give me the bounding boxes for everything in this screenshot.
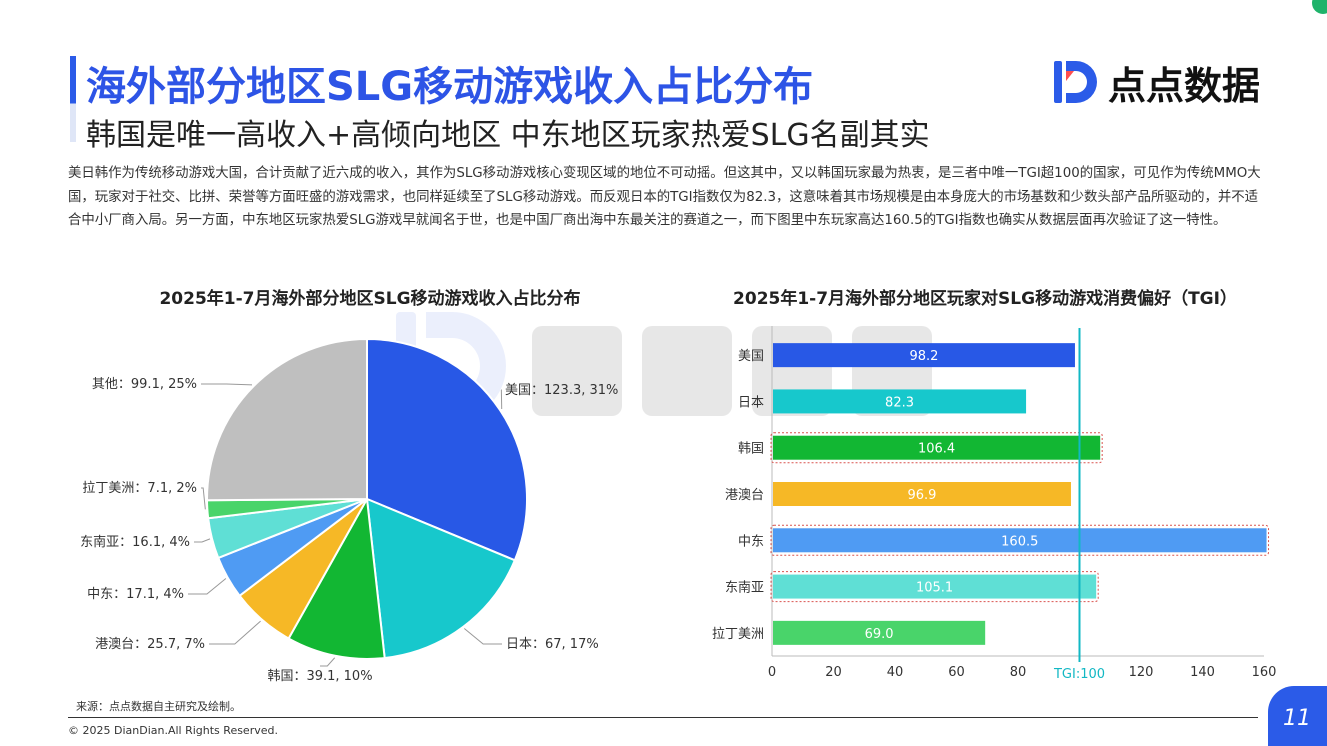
x-tick-label: 20 — [825, 665, 842, 680]
tgi-chart-title: 2025年1-7月海外部分地区玩家对SLG移动游戏消费偏好（TGI） — [733, 289, 1237, 309]
copyright: © 2025 DianDian.All Rights Reserved. — [68, 724, 278, 737]
pie-label-mideast: 中东：17.1, 4% — [87, 587, 184, 602]
pie-label-latam: 拉丁美洲：7.1, 2% — [82, 481, 197, 496]
pie-leader-line — [463, 628, 502, 645]
tgi-category-hmt: 港澳台 — [725, 487, 764, 503]
page-subtitle: 韩国是唯一高收入+高倾向地区 中东地区玩家热爱SLG名副其实 — [86, 118, 930, 153]
logo-text: 点点数据 — [1108, 63, 1261, 108]
pie-leader-line — [201, 487, 206, 510]
page-badge — [1268, 686, 1327, 746]
pie-leader-line — [201, 383, 253, 386]
tgi-value-korea: 106.4 — [918, 442, 955, 457]
pie-leader-line — [500, 389, 503, 410]
tgi-bar-latam — [773, 620, 986, 645]
diandian-logo-icon — [1054, 61, 1097, 103]
page-number: 11 — [1283, 706, 1311, 731]
tgi-category-mideast: 中东 — [738, 534, 764, 549]
x-tick-label: 80 — [1010, 665, 1027, 680]
tgi-value-japan: 82.3 — [885, 395, 914, 410]
tgi-value-usa: 98.2 — [910, 349, 939, 364]
tgi-bar-highlight-mideast — [770, 524, 1270, 556]
tgi-bar-korea — [773, 435, 1101, 460]
tgi-bar-highlight-sea — [770, 571, 1099, 603]
x-tick-label: 60 — [948, 665, 965, 680]
pie-label-sea: 东南亚：16.1, 4% — [80, 534, 190, 550]
tgi-value-latam: 69.0 — [865, 627, 894, 642]
title-accent-bar — [70, 56, 76, 142]
pie-slice-usa — [366, 337, 528, 562]
pie-leader-line — [188, 578, 227, 595]
page-title: 海外部分地区SLG移动游戏收入占比分布 — [86, 64, 814, 110]
x-tick-label: 120 — [1129, 665, 1154, 680]
brand-logo: 点点数据 — [1052, 56, 1260, 108]
tgi-bar-mideast — [773, 528, 1267, 553]
pie-slice-japan — [365, 497, 517, 660]
x-tick-label: 140 — [1190, 665, 1215, 680]
tgi-category-japan: 日本 — [738, 395, 764, 410]
tgi-bar-hmt — [773, 482, 1071, 506]
pie-chart-title: 2025年1-7月海外部分地区SLG移动游戏收入占比分布 — [159, 289, 581, 309]
tgi-category-latam: 拉丁美洲 — [712, 627, 764, 642]
x-tick-label: 160 — [1252, 665, 1277, 680]
x-tick-label: 0 — [768, 665, 776, 680]
pie-leader-line — [194, 538, 211, 543]
pie-label-other: 其他：99.1, 25% — [92, 377, 197, 392]
corner-dot — [1312, 0, 1327, 14]
pie-slice-other — [206, 337, 368, 502]
tgi-value-mideast: 160.5 — [1001, 534, 1038, 549]
tgi-category-usa: 美国 — [738, 349, 764, 364]
footer-divider — [68, 717, 1258, 718]
tgi-category-sea: 东南亚 — [725, 580, 764, 596]
pie-label-hmt: 港澳台：25.7, 7% — [95, 636, 205, 652]
pie-label-korea: 韩国：39.1, 10% — [267, 669, 372, 684]
tgi-bar-chart: 98.2 美国 82.3 日本 106.4 韩国 96.9 港澳台 160.5 中东 105.1 东南… — [712, 326, 1277, 682]
pie-leader-line — [320, 657, 336, 667]
pie-chart: 美国：123.3, 31% 日本：67, 17% 韩国：39.1, 10% 港澳台：2… — [80, 337, 618, 684]
tgi-bar-sea — [773, 574, 1097, 599]
pie-label-japan: 日本：67, 17% — [506, 637, 599, 652]
tgi-reference-label: TGI:100 — [1053, 667, 1105, 682]
tgi-category-korea: 韩国 — [738, 442, 764, 457]
source-note: 来源：点点数据自主研究及绘制。 — [76, 700, 241, 713]
tgi-value-hmt: 96.9 — [908, 488, 937, 503]
tgi-value-sea: 105.1 — [916, 581, 953, 596]
tgi-bar-usa — [773, 343, 1075, 368]
tgi-bar-japan — [773, 389, 1027, 414]
x-tick-label: 40 — [887, 665, 904, 680]
pie-label-usa: 美国：123.3, 31% — [505, 383, 618, 398]
pie-leader-line — [209, 620, 261, 645]
pie-slice-korea — [287, 495, 386, 660]
tgi-bar-highlight-korea — [770, 432, 1103, 464]
intro-paragraph: 美日韩作为传统移动游戏大国，合计贡献了近六成的收入，其作为SLG移动游戏核心变现… — [68, 166, 1261, 228]
